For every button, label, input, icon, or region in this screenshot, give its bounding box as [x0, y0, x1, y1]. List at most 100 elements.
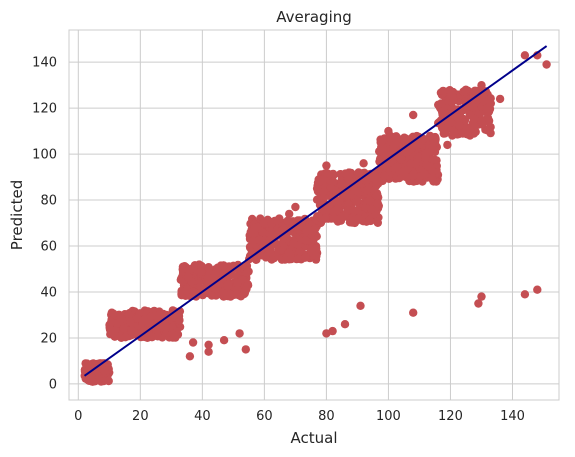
data-point	[235, 329, 243, 337]
data-point	[273, 217, 281, 225]
data-point	[462, 86, 470, 94]
y-tick-label: 100	[32, 148, 57, 163]
data-point	[204, 274, 212, 282]
data-point	[233, 278, 241, 286]
data-point	[487, 99, 495, 107]
data-point	[429, 167, 437, 175]
data-point	[100, 367, 108, 375]
data-point	[412, 141, 420, 149]
data-point	[313, 184, 321, 192]
data-point	[437, 99, 445, 107]
data-point	[189, 338, 197, 346]
x-tick-label: 0	[74, 409, 82, 424]
data-point	[321, 214, 329, 222]
data-point	[409, 309, 417, 317]
data-point	[533, 286, 541, 294]
chart-title: Averaging	[276, 8, 352, 26]
y-tick-labels: 020406080100120140	[32, 56, 57, 393]
data-point	[243, 268, 251, 276]
data-point	[469, 103, 477, 111]
data-point	[359, 159, 367, 167]
data-point	[380, 172, 388, 180]
data-point	[407, 160, 415, 168]
data-point	[337, 213, 345, 221]
data-point	[189, 288, 197, 296]
data-point	[220, 336, 228, 344]
data-point	[182, 286, 190, 294]
data-point	[377, 138, 385, 146]
data-point	[267, 230, 275, 238]
data-point	[224, 280, 232, 288]
data-point	[448, 131, 456, 139]
data-point	[295, 247, 303, 255]
data-point	[354, 214, 362, 222]
data-point	[197, 262, 205, 270]
data-point	[446, 86, 454, 94]
data-point	[109, 310, 117, 318]
x-tick-label: 120	[438, 409, 463, 424]
data-point	[88, 377, 96, 385]
data-point	[285, 249, 293, 257]
data-point	[121, 333, 129, 341]
data-point	[328, 327, 336, 335]
data-point	[384, 127, 392, 135]
scatter-points	[81, 51, 551, 386]
data-point	[251, 223, 259, 231]
x-tick-labels: 0 20 40 60 80 100 120 140	[74, 409, 525, 424]
data-point	[443, 141, 451, 149]
data-point	[375, 147, 383, 155]
data-point	[306, 226, 314, 234]
data-point	[521, 290, 529, 298]
data-point	[486, 129, 494, 137]
y-tick-label: 120	[32, 102, 57, 117]
data-point	[329, 170, 337, 178]
data-point	[285, 210, 293, 218]
data-point	[322, 161, 330, 169]
data-point	[521, 51, 529, 59]
x-tick-label: 40	[194, 409, 211, 424]
data-point	[186, 352, 194, 360]
y-tick-label: 60	[40, 240, 57, 255]
data-point	[477, 116, 485, 124]
x-tick-label: 140	[500, 409, 525, 424]
data-point	[138, 317, 146, 325]
data-point	[392, 163, 400, 171]
data-point	[162, 322, 170, 330]
data-point	[83, 359, 91, 367]
data-point	[409, 171, 417, 179]
data-point	[454, 114, 462, 122]
data-point	[107, 318, 115, 326]
data-point	[147, 312, 155, 320]
y-tick-label: 80	[40, 194, 57, 209]
data-point	[126, 318, 134, 326]
data-point	[274, 246, 282, 254]
data-point	[329, 177, 337, 185]
data-point	[356, 302, 364, 310]
data-point	[470, 115, 478, 123]
y-tick-label: 0	[49, 377, 57, 392]
data-point	[428, 143, 436, 151]
data-point	[455, 121, 463, 129]
data-point	[125, 310, 133, 318]
data-point	[184, 273, 192, 281]
x-tick-label: 60	[256, 409, 273, 424]
data-point	[365, 196, 373, 204]
data-point	[542, 60, 550, 68]
data-point	[241, 287, 249, 295]
y-tick-label: 20	[40, 331, 57, 346]
data-point	[368, 173, 376, 181]
y-tick-label: 140	[32, 56, 57, 71]
data-point	[219, 261, 227, 269]
data-point	[154, 332, 162, 340]
x-tick-label: 20	[132, 409, 149, 424]
data-point	[447, 118, 455, 126]
fit-line	[85, 46, 547, 376]
data-point	[363, 186, 371, 194]
data-point	[421, 150, 429, 158]
data-point	[169, 331, 177, 339]
data-point	[409, 111, 417, 119]
y-axis-label: Predicted	[8, 180, 26, 250]
data-point	[205, 264, 213, 272]
data-point	[106, 325, 114, 333]
data-point	[290, 239, 298, 247]
